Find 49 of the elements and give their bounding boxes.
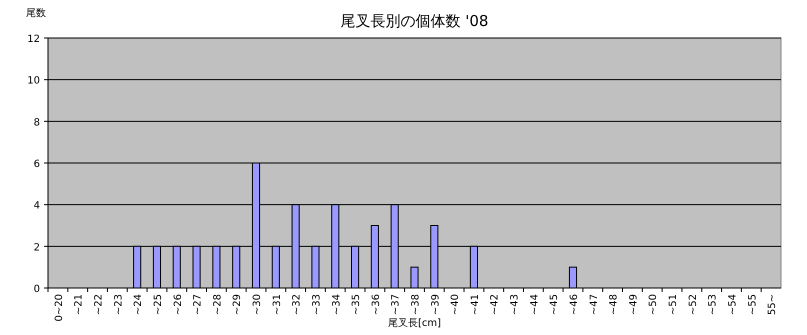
x-tick-label: ~24: [133, 294, 144, 316]
x-tick-label: ~36: [370, 294, 382, 316]
x-tick-label: ~39: [430, 294, 442, 316]
x-tick-label: ~31: [272, 294, 283, 316]
chart-title: 尾叉長別の個体数 '08: [340, 12, 488, 30]
x-tick-label: ~41: [470, 294, 481, 316]
x-tick-label: ~51: [668, 294, 680, 316]
x-tick-label: ~43: [510, 294, 521, 316]
x-tick-label: ~30: [252, 294, 264, 316]
x-tick-label: ~28: [212, 294, 224, 316]
y-axis-title: 尾数: [26, 8, 46, 19]
x-axis-title: 尾叉長[cm]: [388, 318, 442, 329]
x-tick-label: ~21: [74, 294, 85, 316]
y-tick-label: 2: [34, 242, 40, 254]
y-tick-label: 4: [34, 200, 40, 212]
x-tick-label: ~55: [747, 294, 758, 316]
x-tick-label: ~25: [152, 294, 164, 316]
x-tick-label: ~48: [608, 294, 620, 316]
x-tick-label: ~37: [390, 294, 402, 316]
x-tick-label: ~33: [311, 294, 322, 316]
x-tick-label: ~54: [727, 294, 738, 316]
x-tick-label: ~47: [588, 294, 600, 316]
bar: [568, 266, 578, 288]
x-tick-label: ~23: [113, 294, 124, 316]
y-tick-label: 10: [27, 76, 40, 87]
y-tick-label: 8: [34, 117, 40, 128]
x-tick-label: ~35: [351, 294, 362, 316]
x-tick-label: ~50: [648, 294, 660, 316]
x-tick-label: ~34: [331, 294, 342, 316]
x-tick-label: ~52: [688, 294, 699, 316]
x-tick-label: ~38: [410, 294, 422, 316]
x-tick-label: ~29: [232, 294, 244, 316]
x-tick-label: ~40: [450, 294, 462, 316]
x-tick-label: ~44: [529, 294, 540, 316]
x-tick-label: ~27: [192, 294, 204, 316]
y-tick-label: 6: [34, 159, 40, 170]
x-tick-label: ~53: [708, 294, 719, 316]
bar: [410, 266, 419, 288]
x-tick-label: 55~: [767, 294, 778, 316]
x-tick-label: ~26: [172, 294, 184, 316]
x-tick-label: ~45: [549, 294, 560, 316]
x-tick-label: 0~20: [54, 294, 65, 322]
x-tick-label: ~42: [490, 294, 501, 316]
y-tick-label: 12: [27, 34, 40, 45]
x-tick-label: ~49: [628, 294, 640, 316]
x-tick-label: ~22: [94, 294, 105, 316]
x-tick-label: ~32: [292, 294, 303, 316]
x-tick-label: ~46: [568, 294, 580, 316]
y-tick-label: 0: [34, 284, 40, 295]
